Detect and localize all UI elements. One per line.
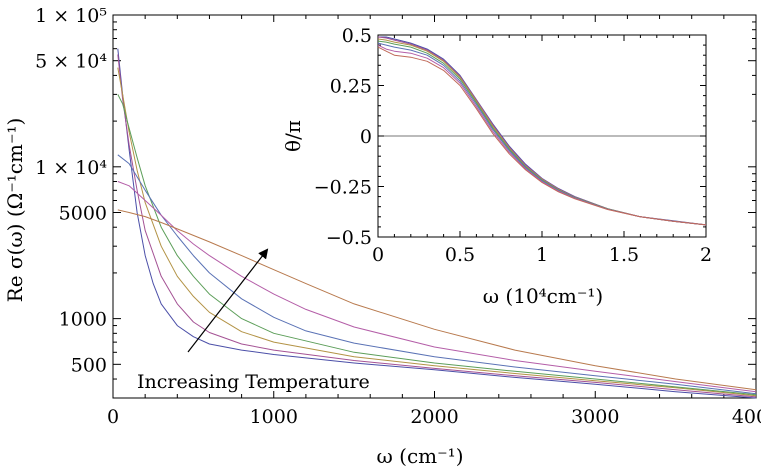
inset-plot: 0 0.5 1 1.5 2 0.5 0.25 0 −0.25 −0.5 ω (10⁴cm⁻¹) θ… xyxy=(281,25,712,308)
inset-y-axis-label: θ/π xyxy=(281,120,305,152)
main-y-tick-label: 1 × 10⁴ xyxy=(35,157,107,179)
main-series-line-t2 xyxy=(117,54,757,398)
inset-y-tick-label: 0.5 xyxy=(342,25,372,47)
inset-y-tick-label: 0.25 xyxy=(330,76,372,98)
inset-x-axis-label: ω (10⁴cm⁻¹) xyxy=(483,284,603,308)
main-y-tick-label: 1 × 10⁵ xyxy=(35,5,107,27)
main-series-line-t4 xyxy=(117,94,757,396)
temperature-arrow xyxy=(187,248,269,353)
main-series-line-t1 xyxy=(117,48,757,399)
main-series-line-t3 xyxy=(117,67,757,397)
main-y-axis-label: Re σ(ω) (Ω⁻¹cm⁻¹) xyxy=(3,118,27,303)
inset-ticks: 0 0.5 1 1.5 2 0.5 0.25 0 −0.25 −0.5 xyxy=(314,25,712,266)
main-x-axis-label: ω (cm⁻¹) xyxy=(376,444,463,468)
inset-x-tick-label: 1.5 xyxy=(609,244,639,266)
inset-series-line-t7 xyxy=(377,46,707,226)
main-plot: 0 1000 2000 3000 4000 1 × 10⁵ 5 × 10⁴ 1 × 10⁴ 50… xyxy=(3,5,761,468)
inset-x-tick-label: 1 xyxy=(536,244,548,266)
main-y-tick-label: 500 xyxy=(71,354,107,376)
main-x-tick-label: 0 xyxy=(107,406,119,428)
inset-x-tick-label: 2 xyxy=(700,244,712,266)
temperature-annotation: Increasing Temperature xyxy=(137,371,370,393)
inset-series xyxy=(377,36,707,226)
main-series-line-t7 xyxy=(117,209,757,391)
main-series xyxy=(117,48,757,399)
inset-y-tick-label: 0 xyxy=(360,126,372,148)
inset-x-tick-label: 0.5 xyxy=(445,244,475,266)
inset-y-tick-label: −0.5 xyxy=(326,227,372,249)
main-y-tick-label: 1000 xyxy=(59,309,107,331)
main-x-tick-label: 1000 xyxy=(250,406,298,428)
main-x-tick-label: 2000 xyxy=(410,406,458,428)
inset-x-tick-label: 0 xyxy=(372,244,384,266)
main-series-line-t5 xyxy=(117,154,757,395)
main-y-tick-label: 5000 xyxy=(59,203,107,225)
main-x-tick-label: 4000 xyxy=(732,406,761,428)
main-x-tick-label: 3000 xyxy=(571,406,619,428)
inset-y-tick-label: −0.25 xyxy=(314,177,372,199)
main-y-tick-label: 5 × 10⁴ xyxy=(35,51,107,73)
main-ticks: 0 1000 2000 3000 4000 1 × 10⁵ 5 × 10⁴ 1 × 10⁴ 50… xyxy=(35,5,761,428)
main-series-line-t6 xyxy=(117,181,757,393)
